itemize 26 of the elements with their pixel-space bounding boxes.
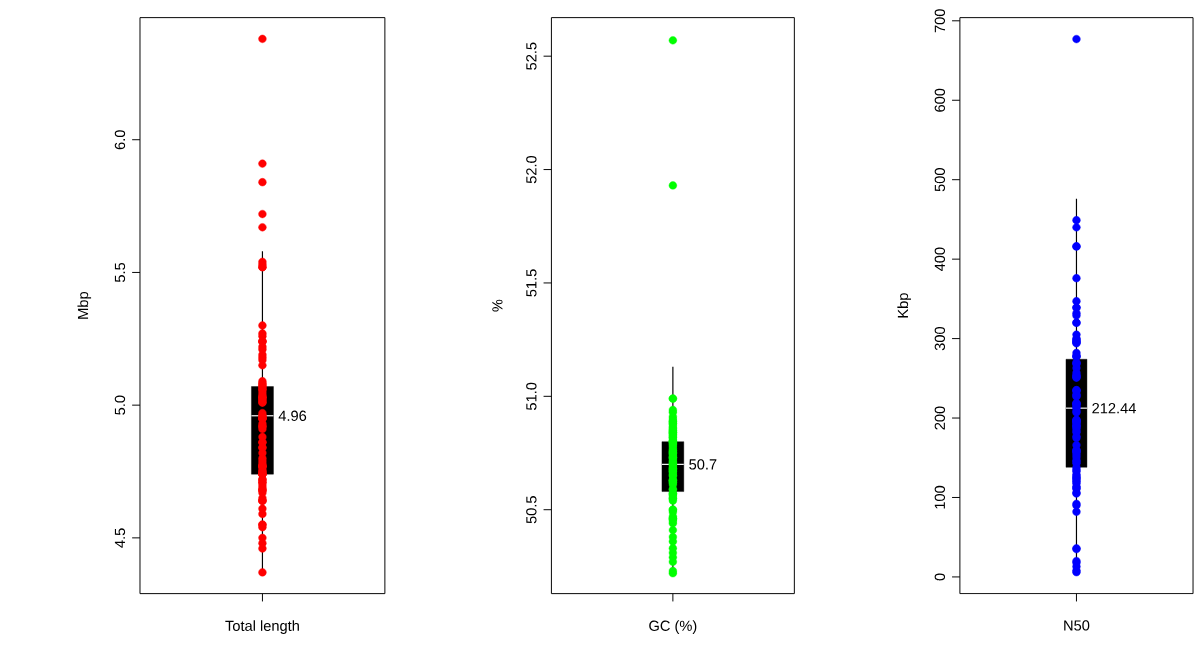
y-tick-label: 0 bbox=[934, 573, 946, 581]
y-tick-label: 51.0 bbox=[526, 382, 537, 410]
y-tick-label: 200 bbox=[934, 406, 946, 430]
y-tick-label: 5.0 bbox=[114, 395, 126, 415]
x-tick-label: GC (%) bbox=[649, 620, 697, 634]
y-tick-label: 6.0 bbox=[114, 129, 126, 149]
x-tick-label: Total length bbox=[225, 620, 299, 634]
annotation: 212.44 bbox=[1092, 402, 1136, 414]
annotation: 50.7 bbox=[689, 458, 717, 470]
x-tick-label: N50 bbox=[1064, 620, 1090, 631]
y-tick-label: 500 bbox=[934, 167, 946, 192]
y-axis-title: % bbox=[492, 299, 503, 312]
y-tick-label: 51.5 bbox=[526, 269, 537, 297]
y-axis-title: Mbp bbox=[77, 291, 92, 319]
y-tick-label: 700 bbox=[934, 8, 946, 33]
y-tick-label: 100 bbox=[934, 485, 946, 509]
y-tick-label: 50.5 bbox=[526, 495, 537, 524]
y-tick-label: 400 bbox=[934, 247, 946, 271]
y-tick-label: 5.5 bbox=[114, 262, 126, 282]
y-tick-label: 4.5 bbox=[114, 528, 126, 548]
y-tick-label: 52.5 bbox=[526, 42, 537, 70]
annotation: 4.96 bbox=[278, 410, 307, 421]
y-tick-label: 52.0 bbox=[526, 155, 537, 183]
y-axis-title: Kbp bbox=[897, 292, 911, 318]
y-tick-label: 600 bbox=[934, 88, 946, 112]
y-tick-label: 300 bbox=[934, 326, 946, 351]
